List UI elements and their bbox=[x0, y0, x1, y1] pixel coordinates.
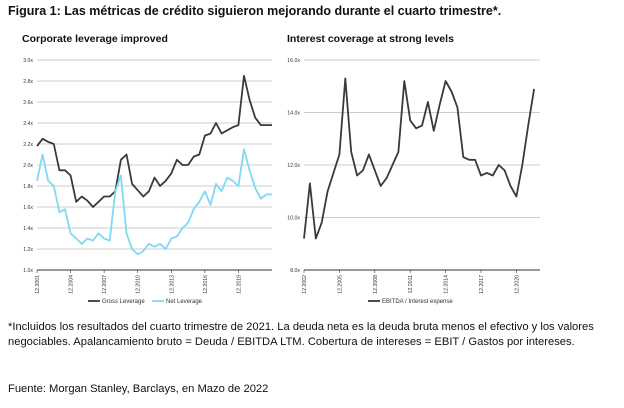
source-note: Fuente: Morgan Stanley, Barclays, en Maz… bbox=[8, 383, 269, 395]
series-line-gross-leverage bbox=[36, 74, 272, 208]
x-tick-label: 12.2004 bbox=[69, 275, 75, 294]
x-tick-label: 12.2005 bbox=[337, 275, 343, 294]
y-tick-label: 14.0x bbox=[287, 111, 300, 117]
x-tick-label: 12.2020 bbox=[514, 275, 520, 294]
x-tick-label: 12.2010 bbox=[136, 275, 142, 294]
charts-canvas: Corporate leverage improved Interest cov… bbox=[22, 33, 540, 305]
x-tick-label: 12.2016 bbox=[203, 275, 209, 294]
chart-title-coverage: Interest coverage at strong levels bbox=[287, 33, 454, 45]
leverage-chart: 1.0x 1.2x 1.4x 1.6x 1.8x 2.0x 2.2x 2.4x 2.6x 2.8x… bbox=[23, 58, 272, 305]
legend-label: Net Leverage bbox=[166, 299, 203, 305]
series-line-ebitda-interest-expense bbox=[303, 77, 535, 240]
footnote: *Incluidos los resultados del cuarto tri… bbox=[8, 321, 594, 348]
y-tick-label: 10.0x bbox=[287, 216, 300, 222]
y-tick-label: 12.0x bbox=[287, 163, 300, 169]
y-tick-label: 8.0x bbox=[290, 268, 300, 274]
legend-label: Gross Leverage bbox=[102, 299, 145, 305]
coverage-chart: 8.0x 10.0x 12.0x 14.0x 16.0x 12.2002 12.2005 12… bbox=[287, 58, 540, 305]
x-tick-label: 12.2019 bbox=[236, 275, 242, 294]
x-tick-label: 12.2002 bbox=[302, 275, 308, 294]
series-line-net-leverage bbox=[36, 148, 272, 256]
x-tick-label: 12.2007 bbox=[102, 275, 108, 294]
chart-title-leverage: Corporate leverage improved bbox=[22, 33, 168, 45]
x-tick-label: 12.2001 bbox=[35, 275, 41, 294]
x-tick-label: 12.2011 bbox=[408, 275, 414, 293]
x-tick-label: 12.2013 bbox=[169, 275, 175, 294]
y-tick-label: 2.0x bbox=[23, 163, 33, 169]
y-tick-label: 1.8x bbox=[23, 184, 33, 190]
y-tick-label: 2.8x bbox=[23, 79, 33, 85]
y-tick-label: 2.6x bbox=[23, 100, 33, 106]
y-tick-label: 2.2x bbox=[23, 142, 33, 148]
y-tick-label: 1.6x bbox=[23, 205, 33, 211]
x-tick-label: 12.2014 bbox=[444, 275, 450, 294]
y-tick-label: 2.4x bbox=[23, 121, 33, 127]
y-tick-label: 1.0x bbox=[23, 268, 33, 274]
x-tick-label: 12.2017 bbox=[479, 275, 485, 294]
legend-label: EBITDA / Interest expense bbox=[382, 299, 453, 305]
y-tick-label: 1.2x bbox=[23, 247, 33, 253]
y-tick-label: 1.4x bbox=[23, 226, 33, 232]
figure-title: Figura 1: Las métricas de crédito siguie… bbox=[8, 4, 502, 18]
y-tick-label: 16.0x bbox=[287, 58, 300, 64]
y-tick-label: 3.0x bbox=[23, 58, 33, 64]
x-tick-label: 12.2008 bbox=[373, 275, 379, 294]
